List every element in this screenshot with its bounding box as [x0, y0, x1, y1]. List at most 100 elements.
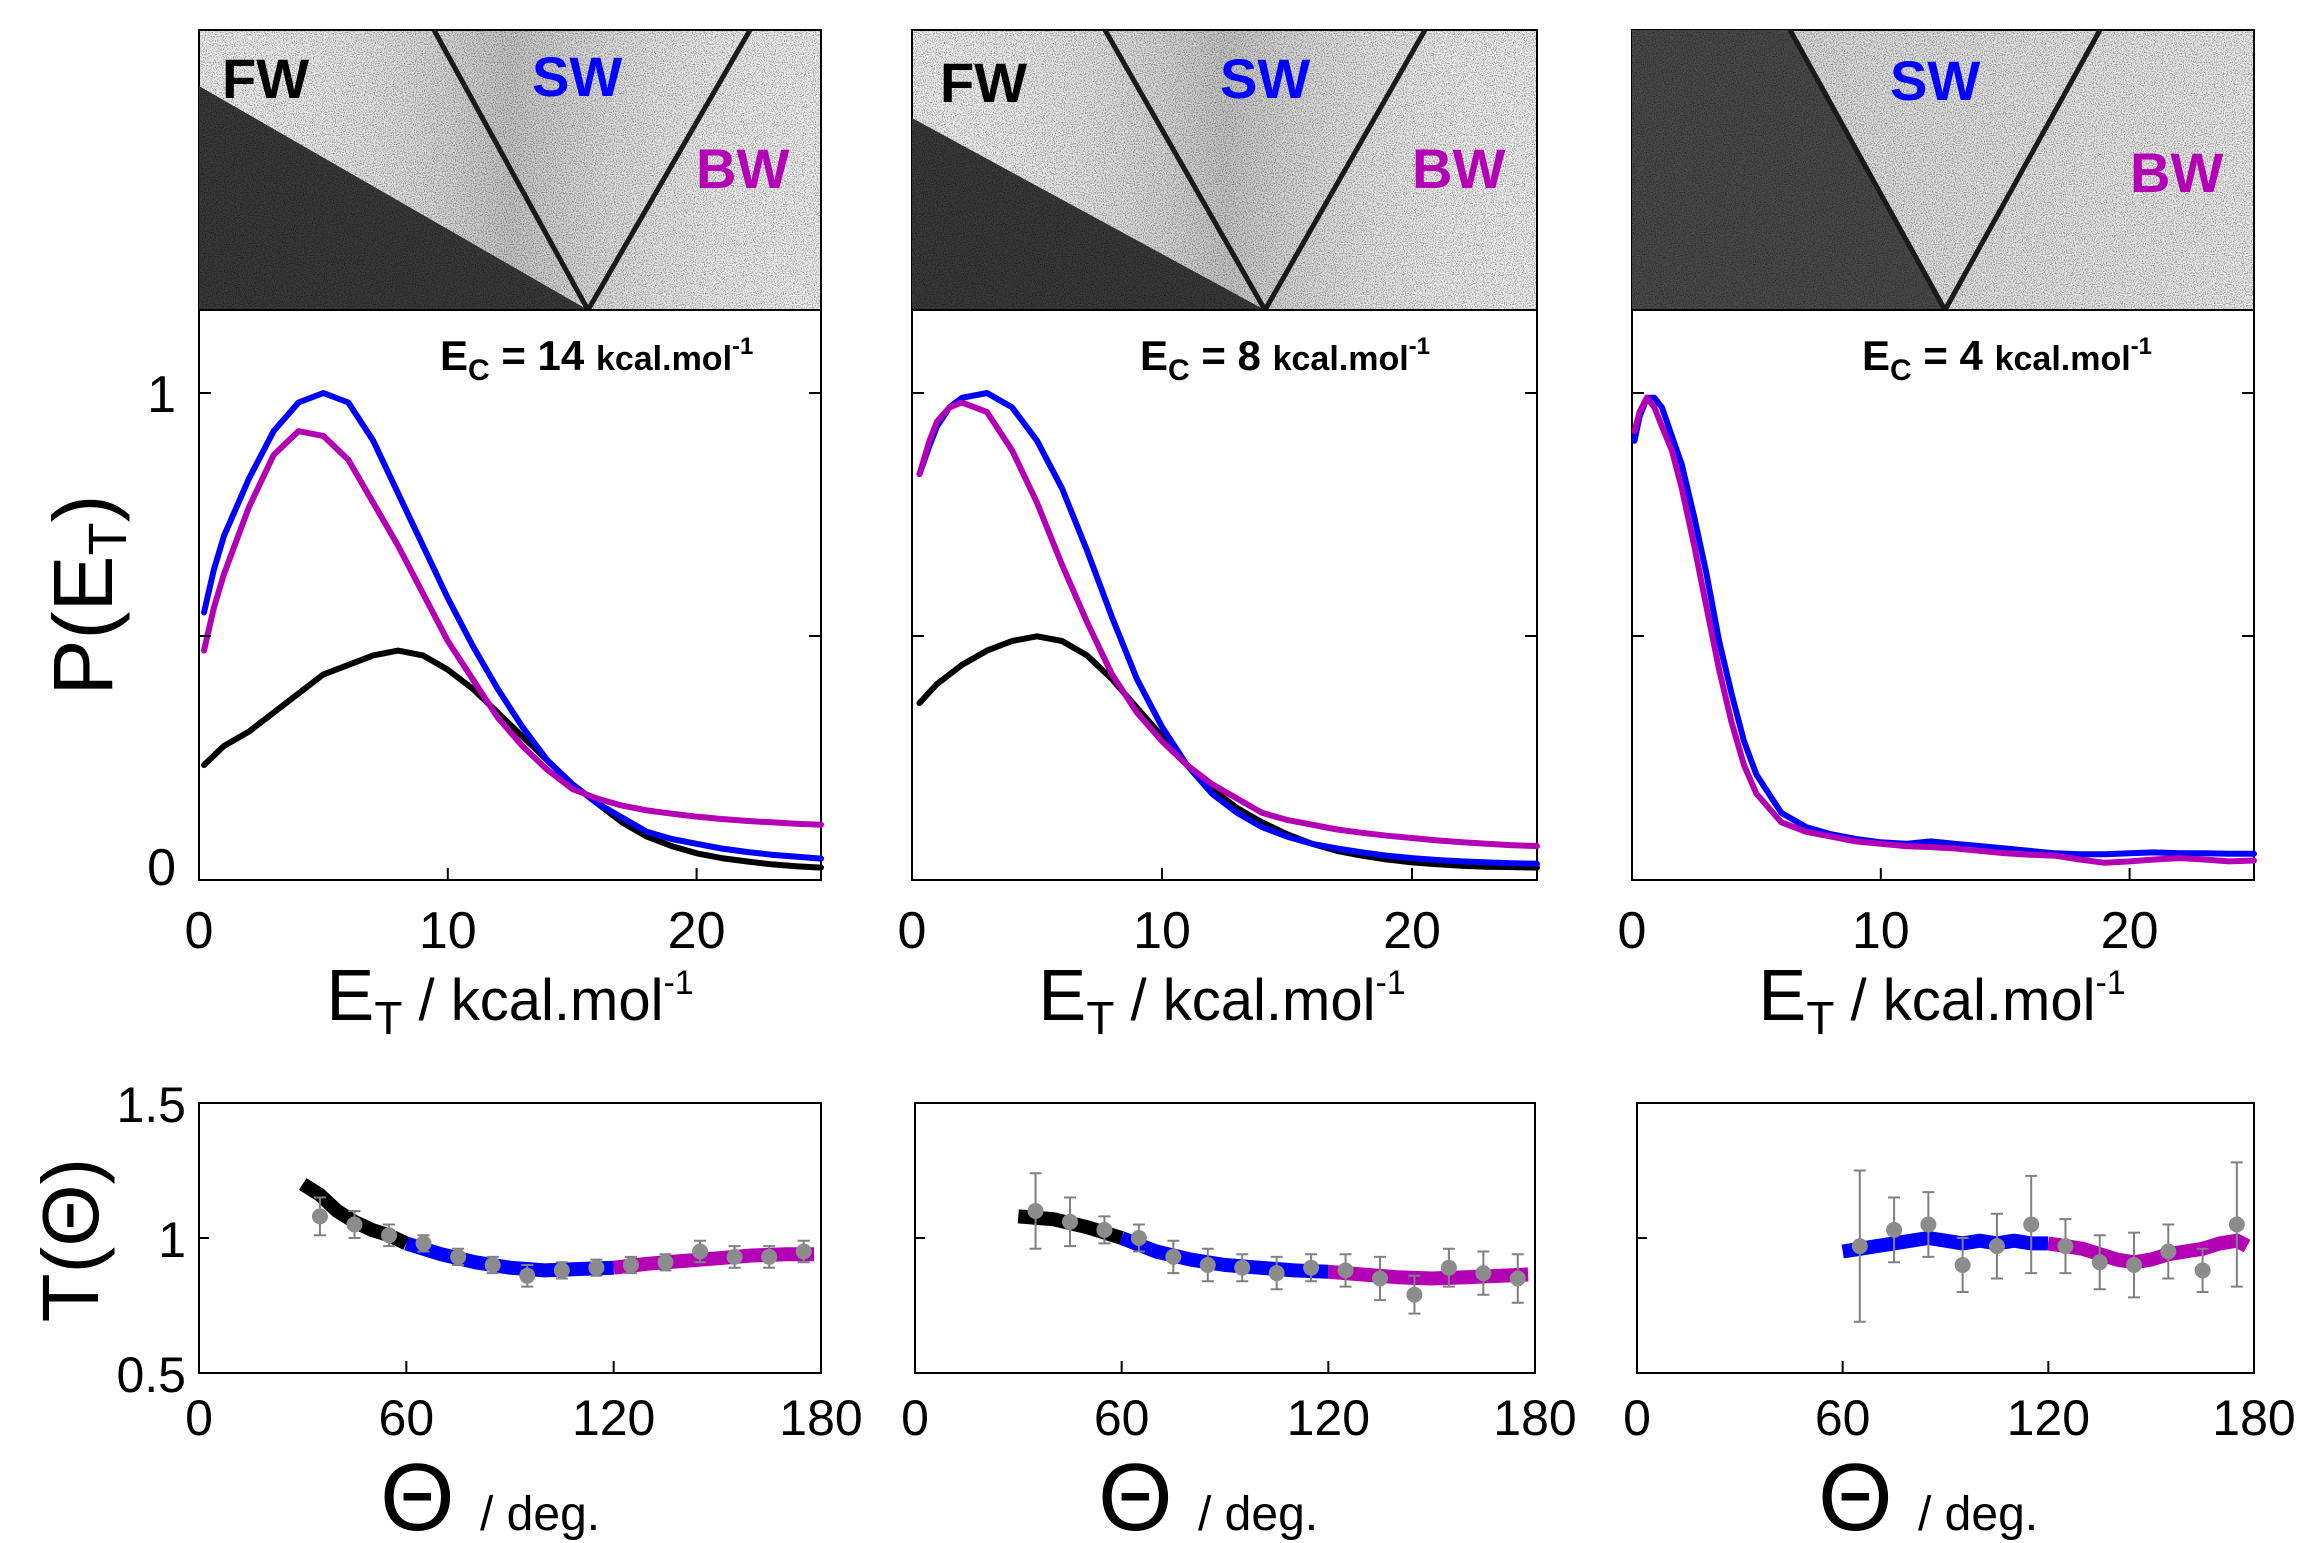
ec-symbol: E [1862, 332, 1890, 379]
region-label-bw: BW [1412, 137, 1505, 200]
xtick-label: 0 [901, 1390, 929, 1446]
data-point [1027, 1203, 1044, 1219]
data-point [1372, 1270, 1388, 1287]
data-point [761, 1248, 778, 1265]
ec-unit-superscript: -1 [732, 333, 753, 360]
data-point [2126, 1257, 2143, 1273]
et-symbol: E [1758, 956, 1806, 1036]
ec-subscript: C [468, 354, 490, 387]
tth-xticks-3: 0 60 120 180 [1623, 1361, 2296, 1446]
tth-curve-bw [2047, 1233, 2251, 1270]
tth-curve-bw [1327, 1264, 1529, 1286]
ec-value: = 4 [1912, 332, 1995, 379]
region-label-bw: BW [2130, 141, 2223, 204]
pet-plot-area-3 [1631, 394, 2257, 866]
tth-curve-sw [1119, 1231, 1329, 1279]
tth-plot-area-2 [915, 1102, 1529, 1374]
tth-panel-1: 0 60 120 180 Θ / deg. [185, 1102, 863, 1543]
xtick-label: 20 [2101, 902, 2159, 960]
data-point [311, 1208, 328, 1225]
tth-xaxis-unit: / deg. [1918, 1488, 2038, 1541]
data-point [450, 1248, 467, 1265]
pet-curve-fw [201, 647, 824, 871]
pet-xaxis-label-3: ET / kcal.mol-1 [1758, 956, 2125, 1044]
data-point [657, 1254, 674, 1271]
pet-ytick-label-1: 1 [147, 366, 176, 424]
pet-curve-bw [201, 428, 824, 828]
et-symbol: E [1038, 956, 1086, 1036]
velocity-map-2: FW SW BW [911, 28, 1538, 312]
pet-ytick-label-0: 0 [147, 839, 176, 897]
pet-xaxis-label: ET / kcal.mol-1 [326, 956, 693, 1044]
ec-value: = 14 [490, 332, 596, 379]
et-unit: / kcal.mol [1114, 968, 1375, 1033]
tth-xaxis-theta: Θ [1818, 1444, 1893, 1543]
tth-plot-area-3 [1637, 1102, 2251, 1374]
tth-yaxis: 1.5 1 0.5 T(Θ) [26, 1077, 186, 1403]
xtick-label: 0 [1618, 902, 1647, 960]
pet-ylabel-close: ) [36, 494, 130, 522]
data-point [1475, 1265, 1492, 1282]
tth-panel-3: 0 60 120 180 Θ / deg. [1623, 1102, 2296, 1543]
pet-xaxis-label: ET / kcal.mol-1 [1038, 956, 1405, 1044]
tth-xaxis-unit: / deg. [1198, 1488, 1318, 1541]
pet-plot-area-1 [201, 390, 824, 871]
et-unit-superscript: -1 [663, 964, 693, 1002]
data-point [553, 1262, 570, 1279]
pet-panel-1: EC = 14 kcal.mol-1 0 10 20 ET / kcal.mol-1 [185, 309, 824, 1044]
pet-curve-bw [1631, 394, 2257, 866]
ec-symbol: E [440, 332, 468, 379]
data-point [2091, 1254, 2108, 1271]
xtick-label: 0 [898, 902, 927, 960]
pet-xticks-1: 0 10 20 [185, 868, 726, 960]
data-point [2228, 1216, 2245, 1233]
pet-yaxis-label: P(ET) [36, 494, 138, 695]
pet-xticks-3: 0 10 20 [1618, 868, 2159, 960]
et-symbol: E [326, 956, 374, 1036]
et-unit: / kcal.mol [1834, 968, 2095, 1033]
data-point [588, 1259, 605, 1276]
tth-yaxis-label: T(Θ) [26, 1158, 115, 1322]
velocity-map-3: SW BW [1631, 28, 2255, 312]
pet-curve-sw [201, 390, 824, 862]
pet-plot-area-2 [916, 390, 1540, 871]
ec-symbol: E [1140, 332, 1168, 379]
region-label-fw: FW [222, 47, 309, 110]
data-point [1509, 1270, 1526, 1287]
xtick-label: 20 [1383, 902, 1441, 960]
ec-value: = 8 [1190, 332, 1273, 379]
pet-curve-fw [916, 633, 1540, 871]
xtick-label: 120 [572, 1390, 655, 1446]
et-subscript: T [1086, 992, 1114, 1044]
tth-xticks-2: 0 60 120 180 [901, 1361, 1577, 1446]
xtick-label: 0 [185, 1390, 213, 1446]
xtick-label: 20 [668, 902, 726, 960]
tth-xaxis-unit: / deg. [480, 1488, 600, 1541]
et-subscript: T [1806, 992, 1834, 1044]
tth-plot-area-1 [199, 1102, 815, 1374]
ec-unit: kcal.mol [1995, 340, 2131, 378]
tth-curve-bw [612, 1247, 815, 1275]
tth-xaxis-theta: Θ [1098, 1444, 1173, 1543]
ec-unit: kcal.mol [596, 340, 732, 378]
region-label-sw: SW [532, 45, 622, 108]
xtick-label: 180 [779, 1390, 862, 1446]
data-point [692, 1243, 709, 1260]
data-point [346, 1216, 363, 1233]
tth-ytick-label-1-5: 1.5 [116, 1077, 186, 1133]
region-label-bw: BW [696, 137, 789, 200]
tth-curve-sw [1841, 1231, 2049, 1259]
data-point [2194, 1262, 2211, 1279]
data-point [1406, 1286, 1423, 1303]
xtick-label: 60 [379, 1390, 435, 1446]
data-point [1268, 1265, 1285, 1282]
xtick-label: 180 [1493, 1390, 1576, 1446]
pet-panel-2: EC = 8 kcal.mol-1 0 10 20 ET / kcal.mol-1 [898, 309, 1540, 1044]
xtick-label: 10 [1133, 902, 1191, 960]
data-point [1096, 1221, 1113, 1238]
xtick-label: 60 [1815, 1390, 1871, 1446]
data-point [622, 1257, 639, 1273]
tth-ytick-label-0-5: 0.5 [116, 1347, 186, 1403]
ec-unit: kcal.mol [1273, 340, 1409, 378]
xtick-label: 60 [1094, 1390, 1150, 1446]
